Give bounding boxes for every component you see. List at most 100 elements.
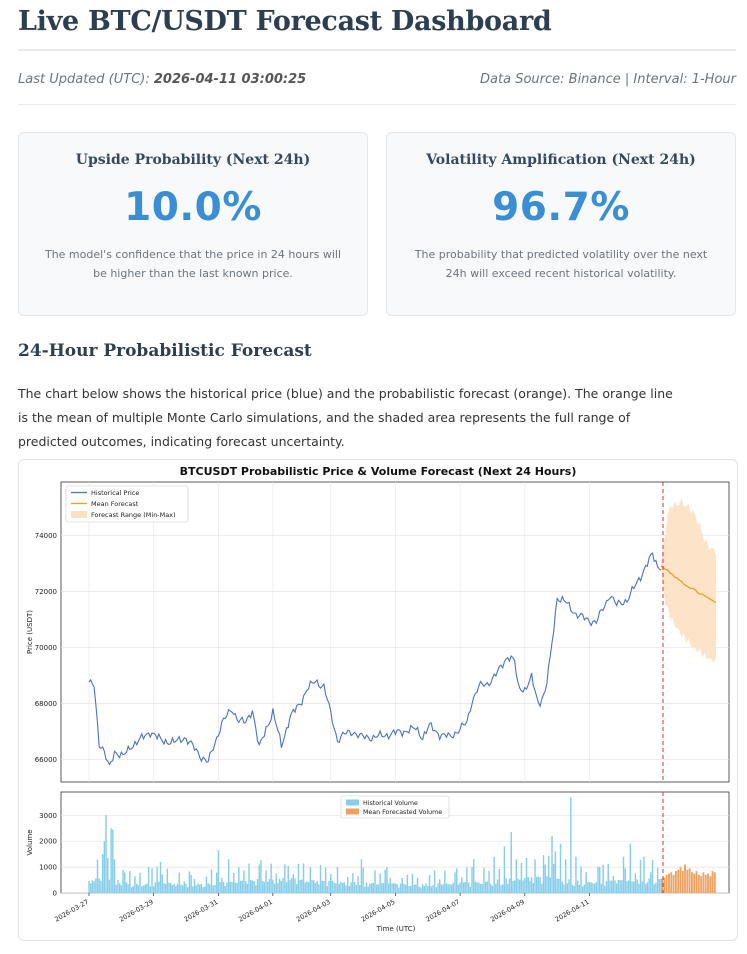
forecast-volume-bar — [688, 868, 691, 893]
historical-volume-bar — [442, 884, 444, 893]
title-divider — [18, 49, 736, 51]
historical-volume-bar — [151, 868, 153, 893]
historical-volume-bar — [401, 878, 403, 893]
historical-volume-bar — [551, 836, 553, 893]
historical-volume-bar — [161, 874, 163, 893]
historical-volume-bar — [537, 876, 540, 893]
historical-volume-bar — [204, 886, 206, 893]
historical-volume-bar — [399, 883, 402, 893]
historical-volume-bar — [435, 887, 438, 893]
historical-volume-bar — [571, 885, 574, 893]
historical-volume-bar — [227, 859, 230, 893]
historical-volume-bar — [420, 887, 422, 893]
historical-volume-bar — [547, 856, 550, 893]
historical-volume-bar — [93, 881, 95, 893]
last-updated-label: Last Updated (UTC): — [18, 72, 150, 87]
historical-volume-bar — [331, 880, 334, 893]
historical-volume-bar — [132, 886, 134, 893]
forecast-volume-bar — [700, 876, 703, 893]
card-value: 10.0% — [124, 185, 262, 230]
historical-volume-bar — [592, 883, 594, 893]
historical-volume-bar — [270, 863, 272, 893]
historical-volume-bar — [604, 885, 606, 893]
historical-volume-bar — [461, 877, 463, 893]
legend-label: Mean Forecast — [91, 500, 139, 508]
historical-volume-bar — [467, 882, 470, 893]
historical-volume-bar — [536, 876, 538, 893]
card-description: The model's confidence that the price in… — [44, 248, 342, 280]
historical-volume-bar — [408, 886, 410, 893]
historical-volume-bar — [318, 884, 320, 893]
x-tick-label: 2026-03-27 — [53, 898, 90, 924]
historical-volume-bar — [364, 886, 366, 893]
historical-volume-bar — [406, 874, 409, 893]
historical-volume-bar — [573, 885, 575, 893]
historical-volume-bar — [411, 873, 414, 893]
historical-volume-bar — [575, 856, 577, 893]
historical-volume-bar — [278, 878, 281, 893]
historical-volume-bar — [100, 881, 102, 893]
historical-volume-bar — [650, 872, 652, 893]
historical-volume-bar — [253, 881, 255, 893]
historical-volume-bar — [153, 886, 155, 893]
historical-volume-bar — [645, 884, 647, 893]
historical-volume-bar — [629, 843, 632, 893]
forecast-volume-bar — [695, 871, 698, 893]
x-axis-label: Time (UTC) — [376, 925, 416, 933]
historical-volume-bar — [404, 884, 407, 893]
forecast-volume-bar — [686, 869, 689, 893]
historical-volume-bar — [593, 883, 596, 893]
historical-volume-bar — [605, 881, 608, 893]
historical-volume-bar — [175, 886, 177, 893]
historical-volume-bar — [282, 877, 284, 893]
historical-volume-bar — [219, 882, 221, 893]
historical-volume-bar — [365, 882, 368, 893]
meta-divider — [18, 104, 736, 105]
historical-volume-bar — [416, 877, 419, 893]
last-updated-value: 2026-04-11 03:00:25 — [153, 72, 307, 87]
price-tick-label: 70000 — [35, 644, 57, 652]
historical-volume-bar — [226, 882, 228, 893]
legend-swatch — [346, 799, 359, 806]
historical-volume-bar — [202, 887, 204, 893]
historical-volume-bar — [118, 883, 121, 893]
forecast-chart: BTCUSDT Probabilistic Price & Volume For… — [26, 465, 730, 933]
historical-volume-bar — [508, 878, 511, 893]
historical-volume-bar — [502, 884, 504, 893]
historical-volume-bar — [403, 883, 405, 893]
historical-volume-bar — [241, 880, 243, 893]
historical-volume-bar — [559, 843, 562, 893]
historical-volume-bar — [609, 880, 611, 893]
forecast-volume-bar — [709, 876, 712, 893]
historical-volume-bar — [222, 882, 225, 893]
historical-volume-bar — [326, 886, 329, 893]
historical-volume-bar — [285, 882, 288, 893]
historical-volume-bar — [217, 850, 220, 893]
historical-volume-bar — [88, 881, 90, 893]
section-title: 24-Hour Probabilistic Forecast — [18, 341, 312, 361]
historical-volume-bar — [469, 886, 472, 893]
historical-volume-bar — [120, 885, 123, 893]
legend-swatch — [346, 808, 359, 815]
historical-volume-bar — [563, 884, 565, 893]
historical-volume-bar — [275, 873, 277, 893]
historical-volume-bar — [294, 878, 296, 893]
historical-volume-bar — [462, 882, 465, 893]
historical-volume-bar — [352, 873, 354, 893]
historical-volume-bar — [651, 859, 654, 893]
volume-axis-label: Volume — [26, 829, 34, 855]
historical-volume-bar — [139, 872, 141, 893]
x-tick-label: 2026-04-03 — [295, 898, 332, 924]
historical-volume-bar — [616, 883, 618, 893]
historical-volume-bar — [491, 885, 494, 893]
historical-volume-bar — [476, 882, 478, 893]
historical-volume-bar — [107, 858, 109, 893]
historical-volume-bar — [185, 883, 187, 893]
historical-volume-bar — [639, 860, 642, 893]
historical-volume-bar — [599, 867, 601, 893]
historical-volume-bar — [324, 867, 327, 893]
historical-volume-bar — [486, 881, 489, 893]
historical-volume-bar — [396, 884, 398, 893]
legend-label: Historical Volume — [363, 800, 418, 807]
